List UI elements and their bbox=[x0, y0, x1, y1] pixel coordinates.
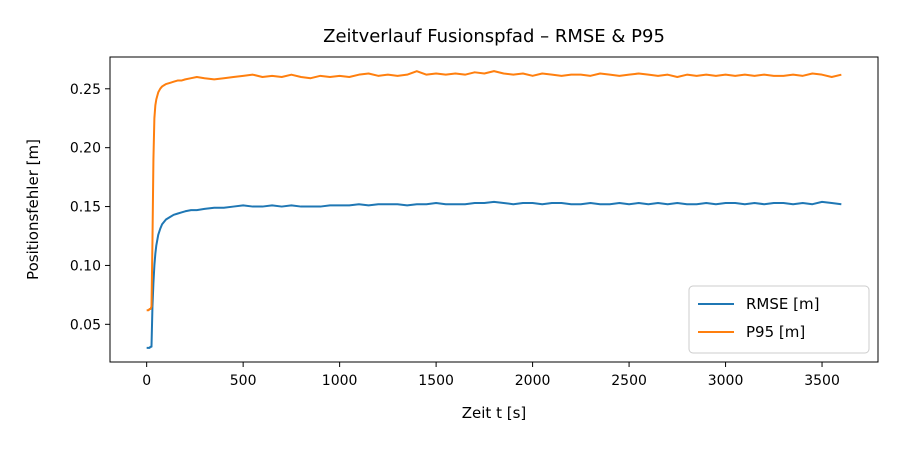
lines-layer bbox=[146, 70, 842, 349]
y-axis: 0.05 0.10 0.15 0.20 0.25 bbox=[70, 82, 110, 333]
plot-area bbox=[109, 56, 879, 363]
series-line-p95 bbox=[146, 70, 842, 312]
x-tick-label: 500 bbox=[230, 373, 257, 389]
y-tick-label: 0.15 bbox=[70, 200, 101, 216]
legend-label: RMSE [m] bbox=[746, 295, 819, 313]
y-tick-label: 0.05 bbox=[70, 317, 101, 333]
x-axis: 0 500 1000 1500 2000 2500 3000 3500 bbox=[142, 362, 840, 389]
x-axis-label: Zeit t [s] bbox=[462, 404, 527, 422]
x-tick-label: 1000 bbox=[322, 373, 358, 389]
x-tick-label: 2000 bbox=[515, 373, 551, 389]
chart-title: Zeitverlauf Fusionspfad – RMSE & P95 bbox=[323, 26, 665, 47]
series-line-rmse bbox=[146, 200, 842, 349]
y-axis-label: Positionsfehler [m] bbox=[24, 139, 42, 280]
y-tick-label: 0.20 bbox=[70, 141, 101, 157]
x-tick-label: 3500 bbox=[804, 373, 840, 389]
y-tick-label: 0.10 bbox=[70, 258, 101, 274]
y-tick-label: 0.25 bbox=[70, 82, 101, 98]
legend-label: P95 [m] bbox=[746, 323, 805, 341]
x-tick-label: 0 bbox=[142, 373, 151, 389]
legend-box bbox=[688, 285, 870, 354]
x-tick-label: 1500 bbox=[418, 373, 454, 389]
legend: RMSE [m] P95 [m] bbox=[688, 285, 870, 354]
plot-frame bbox=[109, 56, 879, 363]
x-tick-label: 3000 bbox=[708, 373, 744, 389]
x-tick-label: 2500 bbox=[611, 373, 647, 389]
